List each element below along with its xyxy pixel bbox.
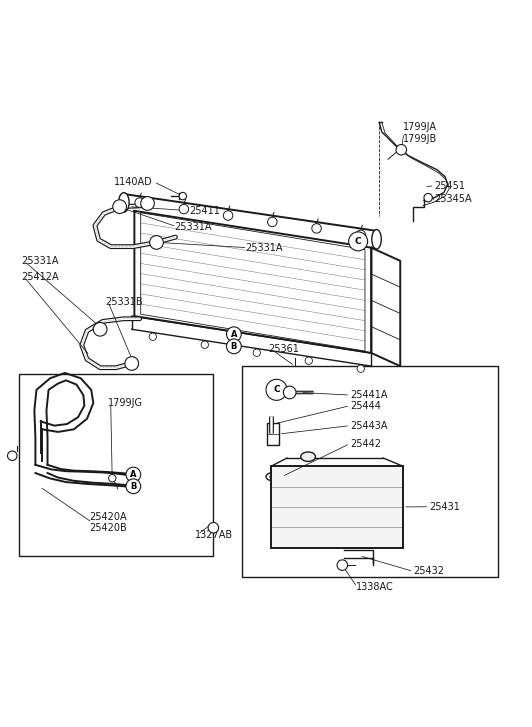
Circle shape [126, 479, 140, 494]
Circle shape [312, 224, 321, 233]
Circle shape [140, 196, 154, 210]
Text: 25451: 25451 [435, 180, 466, 190]
Text: 1327AB: 1327AB [195, 529, 233, 539]
Circle shape [337, 560, 347, 571]
Circle shape [109, 475, 116, 482]
Circle shape [125, 357, 139, 370]
Text: 1140AD: 1140AD [114, 177, 153, 187]
Bar [19, 374, 213, 555]
Text: 25412A: 25412A [21, 272, 59, 281]
Text: 25345A: 25345A [435, 194, 472, 204]
Circle shape [149, 236, 163, 249]
Circle shape [7, 451, 17, 460]
Circle shape [93, 323, 107, 336]
Circle shape [126, 467, 140, 482]
Text: C: C [273, 385, 280, 394]
Circle shape [305, 357, 312, 364]
Circle shape [113, 200, 127, 214]
Bar [271, 466, 403, 547]
Text: 1799JA
1799JB: 1799JA 1799JB [403, 122, 437, 144]
Circle shape [253, 349, 261, 356]
Text: 25441A: 25441A [350, 390, 388, 400]
Text: B: B [231, 342, 237, 351]
Text: 25361: 25361 [269, 345, 300, 354]
Text: 25431: 25431 [429, 502, 460, 512]
Circle shape [356, 230, 365, 240]
Bar [267, 423, 279, 445]
Text: B: B [130, 482, 137, 491]
Text: A: A [231, 330, 237, 339]
Text: 25444: 25444 [350, 401, 381, 411]
Text: C: C [355, 237, 361, 246]
Circle shape [179, 204, 189, 214]
Circle shape [135, 198, 144, 207]
Text: 25331B: 25331B [105, 297, 143, 307]
Circle shape [268, 217, 277, 227]
Circle shape [348, 232, 368, 251]
Bar [242, 366, 497, 577]
Text: 25420A
25420B: 25420A 25420B [89, 512, 127, 534]
Circle shape [284, 386, 296, 399]
Circle shape [227, 327, 241, 342]
Ellipse shape [372, 230, 381, 249]
Text: A: A [130, 470, 137, 479]
Circle shape [227, 339, 241, 354]
Circle shape [149, 333, 156, 340]
Text: 25331A: 25331A [21, 256, 59, 266]
Text: 25442: 25442 [350, 438, 381, 449]
Circle shape [424, 193, 433, 202]
Circle shape [223, 211, 233, 220]
Text: 1799JG: 1799JG [108, 398, 143, 408]
Circle shape [396, 145, 406, 155]
Circle shape [201, 341, 209, 348]
Text: 25432: 25432 [413, 566, 444, 577]
Text: 25331A: 25331A [245, 243, 282, 253]
Circle shape [179, 193, 187, 200]
Circle shape [208, 523, 219, 533]
Text: 25411: 25411 [190, 206, 221, 216]
Text: 25331A: 25331A [174, 222, 211, 232]
Circle shape [357, 365, 364, 372]
Ellipse shape [301, 452, 315, 462]
Text: 1338AC: 1338AC [355, 582, 393, 593]
Ellipse shape [119, 193, 129, 212]
Circle shape [266, 379, 287, 401]
Text: 25443A: 25443A [350, 421, 388, 430]
